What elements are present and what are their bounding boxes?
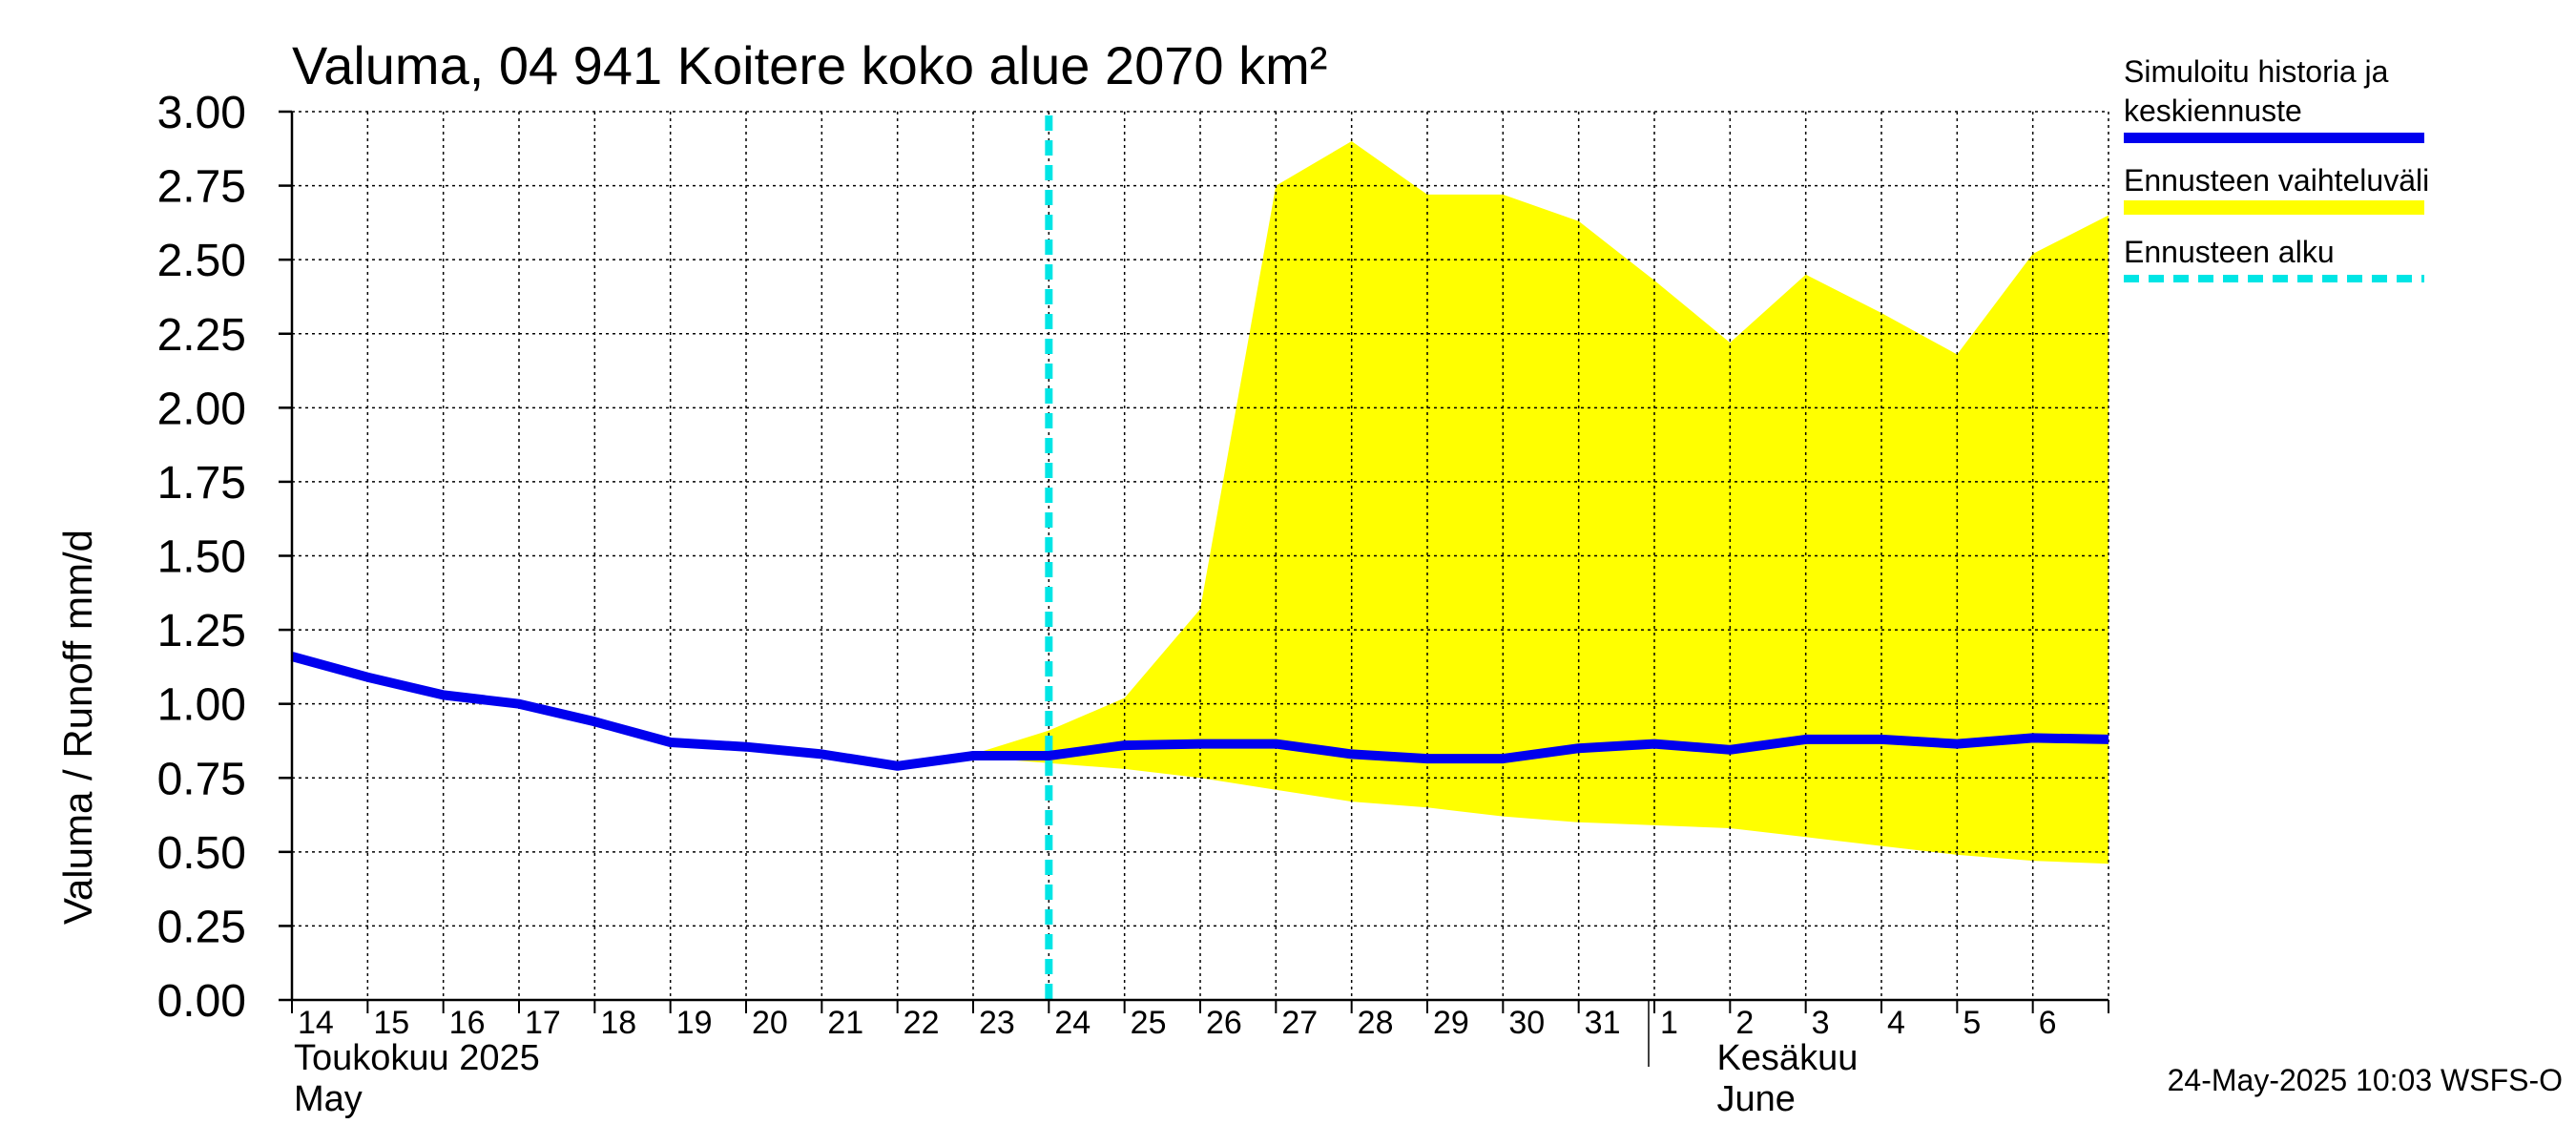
y-tick-label: 2.75	[157, 162, 246, 213]
legend-label-forecast-start: Ennusteen alku	[2124, 235, 2335, 269]
x-tick-label: 1	[1660, 1005, 1678, 1041]
x-tick-label: 22	[904, 1005, 940, 1041]
legend-label-range: Ennusteen vaihteluväli	[2124, 163, 2429, 198]
y-tick-label: 1.75	[157, 458, 246, 509]
y-tick-label: 1.25	[157, 606, 246, 656]
legend-swatch-range	[2124, 200, 2424, 215]
simulated-runoff-line	[290, 652, 2109, 771]
footer-timestamp: 24-May-2025 10:03 WSFS-O	[2168, 1063, 2563, 1097]
y-tick-label: 0.00	[157, 976, 246, 1027]
month-label: Kesäkuu	[1716, 1038, 1858, 1078]
month-label: Toukokuu 2025	[294, 1038, 540, 1078]
x-tick-label: 31	[1585, 1005, 1621, 1041]
y-tick-label: 2.00	[157, 384, 246, 434]
x-tick-label: 2	[1735, 1005, 1754, 1041]
x-tick-label: 23	[979, 1005, 1015, 1041]
x-tick-label: 4	[1887, 1005, 1905, 1041]
x-tick-label: 15	[373, 1005, 409, 1041]
y-axis-label: Valuma / Runoff mm/d	[55, 530, 100, 925]
y-tick-label: 0.50	[157, 828, 246, 879]
legend-swatch-simulated	[2124, 133, 2424, 143]
y-tick-label: 3.00	[157, 88, 246, 138]
x-tick-label: 19	[676, 1005, 713, 1041]
x-tick-label: 20	[752, 1005, 788, 1041]
month-label-english: June	[1716, 1079, 1795, 1119]
legend: Simuloitu historia ja keskiennuste Ennus…	[2124, 54, 2429, 282]
x-tick-label: 16	[449, 1005, 486, 1041]
x-tick-label: 30	[1508, 1005, 1545, 1041]
y-tick-label: 1.00	[157, 680, 246, 731]
x-tick-label: 26	[1206, 1005, 1242, 1041]
x-tick-label: 14	[298, 1005, 334, 1041]
x-tick-label: 24	[1054, 1005, 1091, 1041]
y-tick-label: 0.75	[157, 754, 246, 804]
x-tick-label: 21	[827, 1005, 863, 1041]
x-tick-label: 27	[1281, 1005, 1318, 1041]
y-tick-label: 2.25	[157, 310, 246, 361]
y-tick-label: 0.25	[157, 902, 246, 952]
month-label-english: May	[294, 1079, 363, 1119]
forecast-range-band	[973, 141, 2109, 864]
x-tick-label: 17	[525, 1005, 561, 1041]
x-tick-label: 25	[1131, 1005, 1167, 1041]
x-tick-label: 5	[1963, 1005, 1981, 1041]
x-tick-label: 29	[1433, 1005, 1469, 1041]
x-tick-label: 18	[600, 1005, 636, 1041]
legend-label-simulated-line1: Simuloitu historia ja	[2124, 54, 2389, 89]
x-tick-label: 6	[2039, 1005, 2057, 1041]
x-tick-label: 28	[1358, 1005, 1394, 1041]
x-tick-label: 3	[1812, 1005, 1830, 1041]
y-tick-label: 1.50	[157, 532, 246, 583]
legend-label-simulated-line2: keskiennuste	[2124, 94, 2302, 128]
chart-title: Valuma, 04 941 Koitere koko alue 2070 km…	[292, 35, 1327, 95]
y-tick-label: 2.50	[157, 236, 246, 286]
